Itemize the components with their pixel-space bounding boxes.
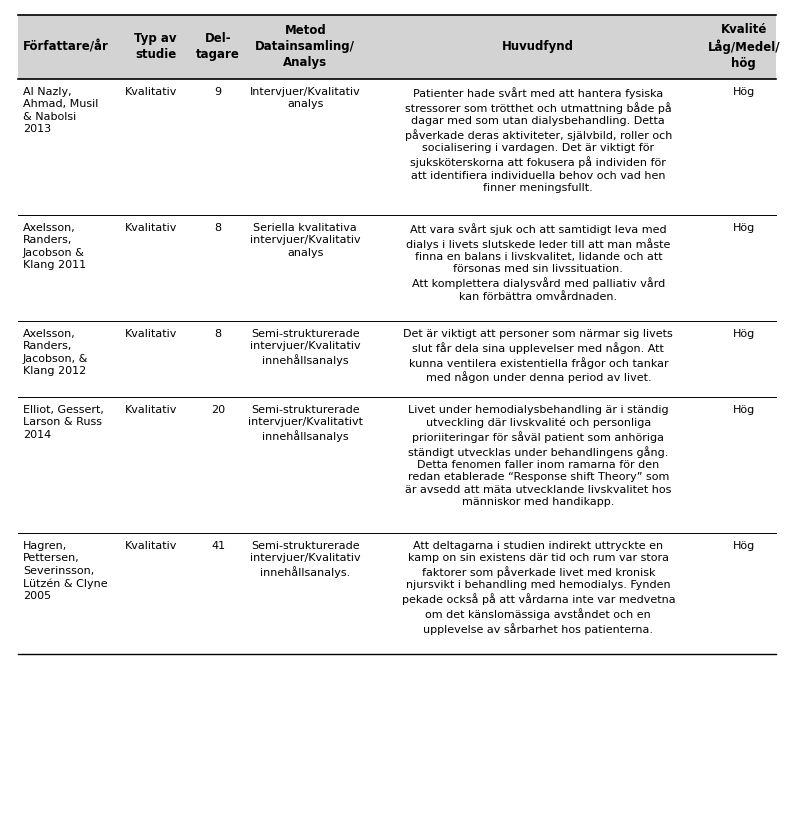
Text: Att deltagarna i studien indirekt uttryckte en
kamp on sin existens där tid och : Att deltagarna i studien indirekt uttryc… [402,541,675,635]
Text: Al Nazly,
Ahmad, Musil
& Nabolsi
2013: Al Nazly, Ahmad, Musil & Nabolsi 2013 [23,87,98,134]
Text: Livet under hemodialysbehandling är i ständig
utveckling där livskvalité och per: Livet under hemodialysbehandling är i st… [405,405,671,507]
Text: Axelsson,
Randers,
Jacobson &
Klang 2011: Axelsson, Randers, Jacobson & Klang 2011 [23,222,86,270]
Text: Del-
tagare: Del- tagare [196,33,240,61]
Text: Kvalitativ: Kvalitativ [125,87,178,97]
Text: Kvalitativ: Kvalitativ [125,541,178,551]
Text: 41: 41 [211,541,225,551]
Text: Det är viktigt att personer som närmar sig livets
slut får dela sina upplevelser: Det är viktigt att personer som närmar s… [403,329,673,384]
Text: 9: 9 [214,87,221,97]
Text: Semi-strukturerade
intervjuer/Kvalitativt
innehållsanalys: Semi-strukturerade intervjuer/Kvalitativ… [247,405,362,442]
Bar [18,15,776,79]
Text: Semi-strukturerade
intervjuer/Kvalitativ
innehållsanalys: Semi-strukturerade intervjuer/Kvalitativ… [250,329,361,366]
Text: Hög: Hög [733,329,755,339]
Text: Kvalitativ: Kvalitativ [125,405,178,415]
Text: Axelsson,
Randers,
Jacobson, &
Klang 2012: Axelsson, Randers, Jacobson, & Klang 201… [23,329,88,376]
Text: Seriella kvalitativa
intervjuer/Kvalitativ
analys: Seriella kvalitativa intervjuer/Kvalitat… [250,222,361,258]
Text: Huvudfynd: Huvudfynd [503,40,574,53]
Text: Att vara svårt sjuk och att samtidigt leva med
dialys i livets slutskede leder t: Att vara svårt sjuk och att samtidigt le… [406,222,671,302]
Text: 8: 8 [214,222,221,233]
Text: Intervjuer/Kvalitativ
analys: Intervjuer/Kvalitativ analys [250,87,361,110]
Text: Patienter hade svårt med att hantera fysiska
stressorer som trötthet och utmattn: Patienter hade svårt med att hantera fys… [405,87,672,193]
Text: Kvalitativ: Kvalitativ [125,222,178,233]
Text: Hög: Hög [733,541,755,551]
Text: 20: 20 [211,405,225,415]
Text: Hög: Hög [733,405,755,415]
Text: 8: 8 [214,329,221,339]
Text: Metod
Datainsamling/
Analys: Metod Datainsamling/ Analys [255,25,355,70]
Text: Kvalité
Låg/Medel/
hög: Kvalité Låg/Medel/ hög [708,24,780,70]
Text: Kvalitativ: Kvalitativ [125,329,178,339]
Text: Elliot, Gessert,
Larson & Russ
2014: Elliot, Gessert, Larson & Russ 2014 [23,405,104,439]
Text: Författare/år: Författare/år [23,40,109,53]
Text: Semi-strukturerade
intervjuer/Kvalitativ
innehållsanalys.: Semi-strukturerade intervjuer/Kvalitativ… [250,541,361,578]
Text: Hög: Hög [733,87,755,97]
Text: Hagren,
Pettersen,
Severinsson,
Lützén & Clyne
2005: Hagren, Pettersen, Severinsson, Lützén &… [23,541,108,601]
Text: Hög: Hög [733,222,755,233]
Text: Typ av
studie: Typ av studie [134,33,177,61]
